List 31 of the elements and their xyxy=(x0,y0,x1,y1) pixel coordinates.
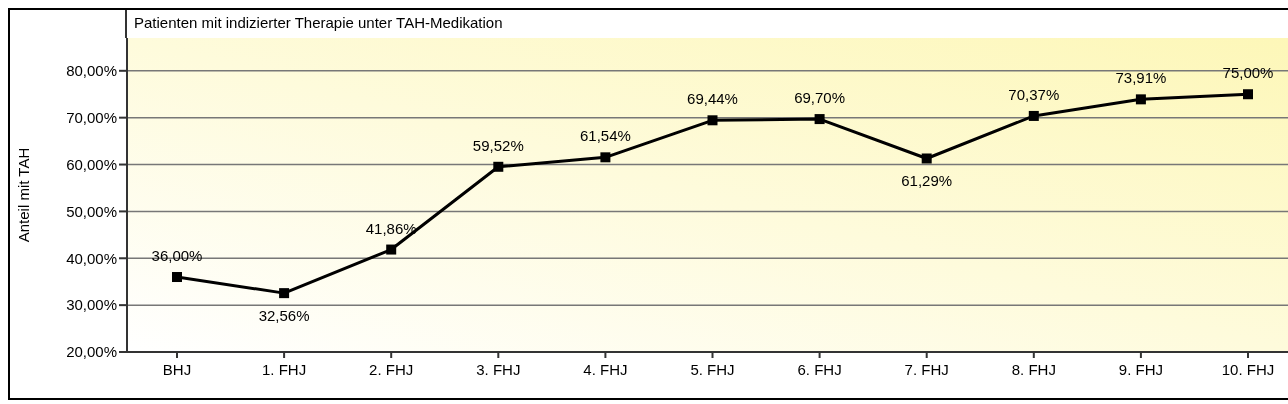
data-label: 69,44% xyxy=(687,90,738,108)
x-tick-label: 2. FHJ xyxy=(369,360,414,378)
data-label: 70,37% xyxy=(1008,85,1060,103)
x-tick-label: 10. FHJ xyxy=(1221,360,1275,378)
chart-title: Patienten mit indizierter Therapie unter TAH-Medikation xyxy=(125,10,503,38)
y-tick-label: 60,00% xyxy=(66,155,117,173)
data-label: 59,52% xyxy=(472,136,524,154)
y-tick-label: 40,00% xyxy=(66,249,117,267)
y-tick-label: 20,00% xyxy=(66,343,117,361)
y-tick-label: 80,00% xyxy=(66,62,117,80)
data-label: 32,56% xyxy=(258,307,310,325)
data-label: 69,70% xyxy=(794,89,846,107)
x-tick-label: 6. FHJ xyxy=(797,360,842,378)
x-tick-label: BHJ xyxy=(162,360,192,378)
data-label: 36,00% xyxy=(151,247,203,265)
data-label: 41,86% xyxy=(365,219,417,237)
y-tick-label: 30,00% xyxy=(66,296,117,314)
x-tick-label: 7. FHJ xyxy=(904,360,949,378)
x-tick-label: 8. FHJ xyxy=(1011,360,1056,378)
x-tick-label: 3. FHJ xyxy=(476,360,521,378)
y-tick-label: 50,00% xyxy=(66,202,117,220)
y-tick-label: 70,00% xyxy=(66,109,117,126)
data-label: 61,54% xyxy=(579,127,631,145)
y-axis-title: Anteil mit TAH xyxy=(15,147,33,243)
x-tick-label: 4. FHJ xyxy=(583,360,628,378)
x-tick-label: 1. FHJ xyxy=(262,360,307,378)
x-tick-label: 9. FHJ xyxy=(1118,360,1163,378)
data-label: 73,91% xyxy=(1115,69,1167,87)
data-label: 61,29% xyxy=(901,172,953,190)
x-tick-label: 5. FHJ xyxy=(690,360,735,378)
data-label: 75,00% xyxy=(1222,64,1274,82)
